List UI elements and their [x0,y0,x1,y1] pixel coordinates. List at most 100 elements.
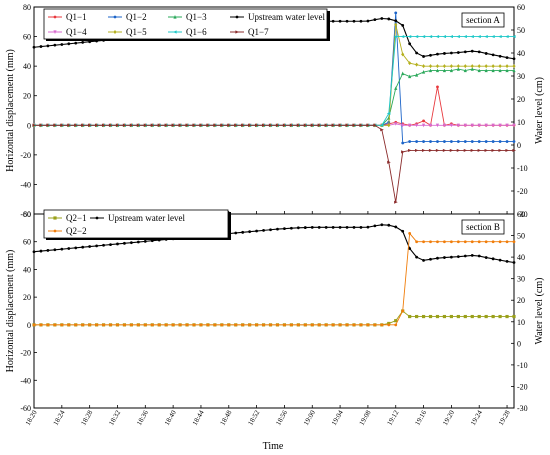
data-point [477,314,481,319]
data-point [505,240,509,244]
legend-label: Q2−1 [66,213,87,223]
legend-label: Upstream water level [108,213,185,223]
data-point [463,240,467,244]
data-point [491,64,495,69]
data-point [206,123,210,127]
data-point [456,64,460,69]
data-point [345,225,349,229]
data-point [449,64,453,69]
data-point [234,123,238,127]
data-point [317,323,321,327]
data-point [310,323,314,327]
y-tick-label: 40 [23,62,31,71]
data-point [421,70,426,74]
data-point [449,34,453,39]
data-point [88,123,92,127]
data-point [415,148,419,153]
data-point [470,123,474,128]
data-point [428,148,433,153]
data-point [456,140,460,143]
data-point [39,45,43,48]
data-point [387,223,391,227]
data-point [463,64,467,69]
data-point [171,323,175,327]
legend-shadow [327,11,330,41]
data-point [394,86,398,90]
data-point [338,123,343,127]
data-point [498,54,502,58]
data-point [95,323,99,327]
y2-axis-title: Water level (cm) [534,278,545,345]
data-point [352,323,356,327]
data-point [108,123,113,127]
x-tick-label: 18:32 [107,409,122,427]
data-point [505,56,509,59]
legend-shadow [46,238,231,240]
data-point [429,240,432,244]
data-point [477,123,481,128]
data-point [456,314,460,319]
y-tick-label: 40 [23,265,31,274]
data-point [67,247,71,250]
data-point [442,148,447,153]
data-point [408,42,412,46]
data-point [422,240,425,244]
data-point [46,44,50,48]
data-point [421,123,426,128]
data-point [143,123,148,127]
data-point [102,243,105,247]
data-point [380,323,384,327]
data-point [276,227,279,231]
y-tick-label: -20 [20,151,31,160]
x-tick-label: 18:48 [219,409,234,427]
data-point [282,123,287,127]
y-axis-title: Horizontal displacement (mm) [5,250,16,373]
data-point [484,52,488,55]
legend-label: Q1−7 [248,27,269,37]
data-point [331,19,335,23]
y2-tick-label: -20 [517,382,528,391]
data-point [456,51,460,54]
data-point [491,140,495,143]
series-line [33,224,515,264]
data-point [484,140,488,143]
data-point [81,323,85,327]
data-point [436,85,439,89]
data-point [449,68,453,73]
data-point [512,314,516,319]
data-point [234,323,238,327]
y-tick-label: 80 [23,3,31,12]
data-point [373,224,377,228]
data-point [477,240,481,244]
data-point [414,34,419,39]
data-point [366,225,370,229]
data-point [394,11,398,15]
data-point [512,240,516,244]
data-point [296,226,300,230]
data-point [436,140,439,143]
data-point [401,24,405,27]
data-point [171,123,176,127]
y2-tick-label: 10 [517,318,525,327]
data-point [443,52,446,55]
data-point [394,19,398,23]
data-point [456,255,460,259]
data-point [428,34,433,39]
data-point [505,123,509,128]
data-point [512,261,516,264]
data-point [505,68,509,73]
data-point [463,140,467,143]
data-point [408,140,412,143]
data-point [387,123,391,128]
data-point [123,323,126,327]
series-line [34,232,514,326]
data-point [227,123,231,127]
data-point [484,68,488,73]
plot-frame [33,213,515,409]
legend-label: Upstream water level [248,12,325,22]
data-point [373,123,377,127]
data-point [74,41,78,45]
data-point [505,260,509,263]
data-point [449,240,453,244]
